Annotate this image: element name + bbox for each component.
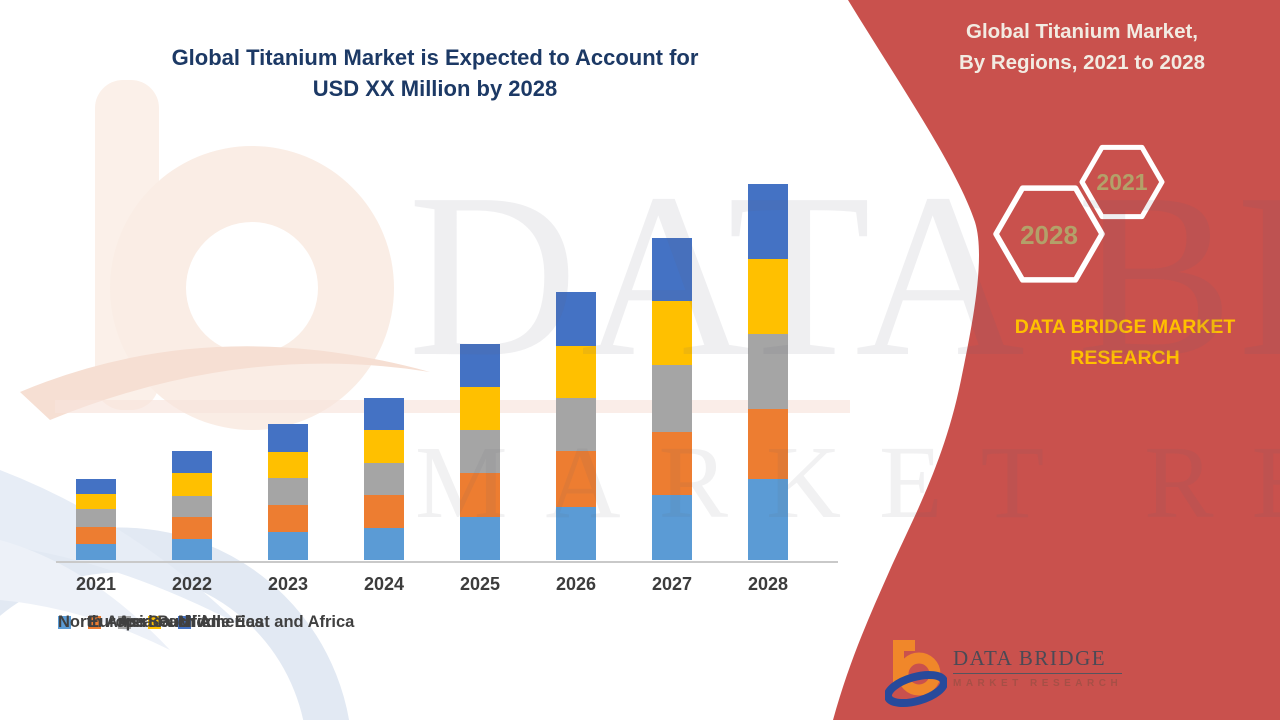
- bar-segment-middle-east-and-africa: [268, 424, 308, 452]
- bar-segment-asia-pacific: [748, 334, 788, 409]
- x-axis-line: [56, 561, 838, 563]
- chart-title: Global Titanium Market is Expected to Ac…: [65, 42, 805, 104]
- bar-segment-north-america: [652, 495, 692, 560]
- bar-segment-europe: [268, 505, 308, 532]
- x-axis-label: 2026: [555, 574, 597, 594]
- footer-logo-name: DATA BRIDGE: [953, 646, 1123, 674]
- bar-segment-asia-pacific: [652, 365, 692, 432]
- bar-segment-north-america: [460, 517, 500, 560]
- legend-swatch: [148, 616, 161, 629]
- brand-text: DATA BRIDGE MARKET RESEARCH: [975, 312, 1275, 374]
- bar-segment-south-america: [652, 301, 692, 365]
- legend-item-north-america: North America: [58, 613, 171, 631]
- legend-label: North America: [58, 613, 172, 631]
- bar-segment-south-america: [556, 346, 596, 398]
- bar-segment-south-america: [268, 452, 308, 478]
- bar-segment-north-america: [364, 528, 404, 560]
- legend-swatch: [88, 616, 101, 629]
- bar-segment-europe: [76, 527, 116, 544]
- bar-segment-europe: [556, 451, 596, 507]
- bar-segment-europe: [172, 517, 212, 539]
- bar-segment-south-america: [460, 387, 500, 430]
- bar-segment-middle-east-and-africa: [748, 184, 788, 259]
- footer-logo: DATA BRIDGE MARKET RESEARCH: [885, 630, 1145, 715]
- brand-text-line1: DATA BRIDGE MARKET: [1014, 316, 1236, 338]
- bar-segment-middle-east-and-africa: [172, 451, 212, 473]
- legend-item-south-america: South America: [148, 613, 264, 631]
- hexagon-2028: [993, 185, 1105, 283]
- bar-segment-europe: [652, 432, 692, 495]
- brand-text-line2: RESEARCH: [1070, 347, 1180, 369]
- bar-segment-south-america: [748, 259, 788, 334]
- bar-segment-europe: [364, 495, 404, 528]
- bar-segment-north-america: [76, 544, 116, 560]
- bar-segment-asia-pacific: [76, 509, 116, 527]
- side-panel-title: Global Titanium Market, By Regions, 2021…: [900, 16, 1264, 78]
- hexagon-year-2021: 2021: [1096, 169, 1148, 195]
- bar-segment-asia-pacific: [172, 496, 212, 517]
- bar-segment-middle-east-and-africa: [460, 344, 500, 387]
- legend-label: Middle East and Africa: [178, 613, 355, 631]
- bar-segment-asia-pacific: [268, 478, 308, 505]
- legend-swatch: [178, 616, 191, 629]
- bar-segment-middle-east-and-africa: [76, 479, 116, 494]
- legend-swatch: [118, 616, 131, 629]
- side-panel-title-line1: Global Titanium Market,: [966, 20, 1198, 43]
- legend-item-europe: Europe: [88, 613, 145, 631]
- data-bridge-logo-icon: [885, 640, 947, 708]
- hexagon-year-2028: 2028: [1020, 220, 1078, 250]
- x-axis-label: 2025: [459, 574, 501, 594]
- bar-segment-north-america: [268, 532, 308, 560]
- legend-item-middle-east-and-africa: Middle East and Africa: [178, 613, 354, 631]
- bar-segment-middle-east-and-africa: [652, 238, 692, 301]
- footer-logo-text: DATA BRIDGE MARKET RESEARCH: [953, 646, 1123, 689]
- bar-segment-north-america: [748, 479, 788, 560]
- x-axis-label: 2027: [651, 574, 693, 594]
- legend-label: South America: [148, 613, 264, 631]
- bar-segment-europe: [748, 409, 788, 479]
- bar-segment-middle-east-and-africa: [556, 292, 596, 346]
- bar-segment-south-america: [76, 494, 116, 509]
- bar-segment-south-america: [172, 473, 212, 496]
- x-axis-label: 2023: [267, 574, 309, 594]
- bar-segment-middle-east-and-africa: [364, 398, 404, 430]
- legend-label: Asia Pacific: [118, 613, 211, 631]
- legend-swatch: [58, 616, 71, 629]
- chart-title-line1: Global Titanium Market is Expected to Ac…: [171, 45, 699, 70]
- chart-legend: North America Europe Asia Pacific South Ame…: [58, 613, 858, 631]
- x-axis-label: 2021: [75, 574, 117, 594]
- x-axis-label: 2024: [363, 574, 405, 594]
- bar-segment-asia-pacific: [556, 398, 596, 451]
- bar-segment-north-america: [556, 507, 596, 560]
- bar-segment-north-america: [172, 539, 212, 560]
- bar-segment-asia-pacific: [460, 430, 500, 473]
- side-panel-title-line2: By Regions, 2021 to 2028: [958, 51, 1206, 74]
- x-axis-label: 2028: [747, 574, 789, 594]
- bar-segment-south-america: [364, 430, 404, 463]
- chart-title-line2: USD XX Million by 2028: [312, 76, 558, 101]
- hexagon-2021: [1079, 144, 1165, 220]
- x-axis-label: 2022: [171, 574, 213, 594]
- bar-segment-europe: [460, 473, 500, 517]
- footer-logo-subtitle: MARKET RESEARCH: [953, 678, 1123, 689]
- legend-label: Europe: [88, 613, 145, 631]
- legend-item-asia-pacific: Asia Pacific: [118, 613, 211, 631]
- bar-segment-asia-pacific: [364, 463, 404, 495]
